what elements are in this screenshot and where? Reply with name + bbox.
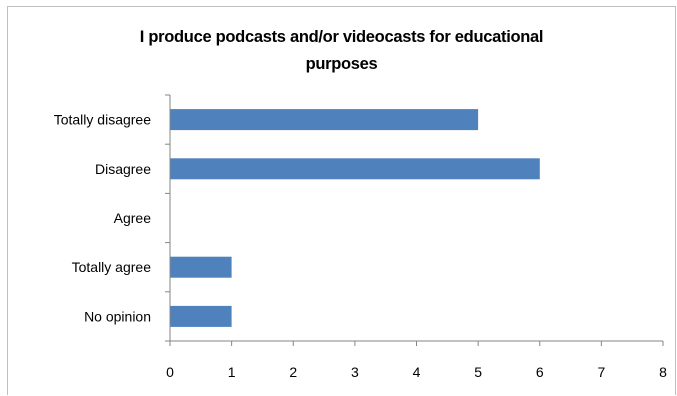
category-label-totally-disagree: Totally disagree	[54, 112, 151, 128]
x-tick-label-8: 8	[659, 364, 667, 380]
category-label-disagree: Disagree	[95, 161, 151, 177]
x-tick-label-3: 3	[351, 364, 359, 380]
x-tick-label-2: 2	[289, 364, 297, 380]
bar-no-opinion	[170, 305, 232, 327]
category-label-no-opinion: No opinion	[84, 308, 151, 324]
bar-disagree	[170, 158, 540, 180]
category-label-agree: Agree	[114, 210, 152, 226]
x-tick-label-0: 0	[166, 364, 174, 380]
x-tick-label-6: 6	[536, 364, 544, 380]
chart-frame	[7, 6, 676, 395]
bar-totally-agree	[170, 256, 232, 278]
x-tick-label-7: 7	[597, 364, 605, 380]
chart-title-line-2: purposes	[305, 55, 378, 73]
chart-title-line-1: I produce podcasts and/or videocasts for…	[139, 28, 544, 46]
bar-totally-disagree	[170, 109, 479, 131]
x-tick-label-1: 1	[228, 364, 236, 380]
x-tick-label-4: 4	[413, 364, 421, 380]
chart-title: I produce podcasts and/or videocasts for…	[7, 24, 676, 78]
category-label-totally-agree: Totally agree	[72, 259, 152, 275]
x-tick-label-5: 5	[474, 364, 482, 380]
